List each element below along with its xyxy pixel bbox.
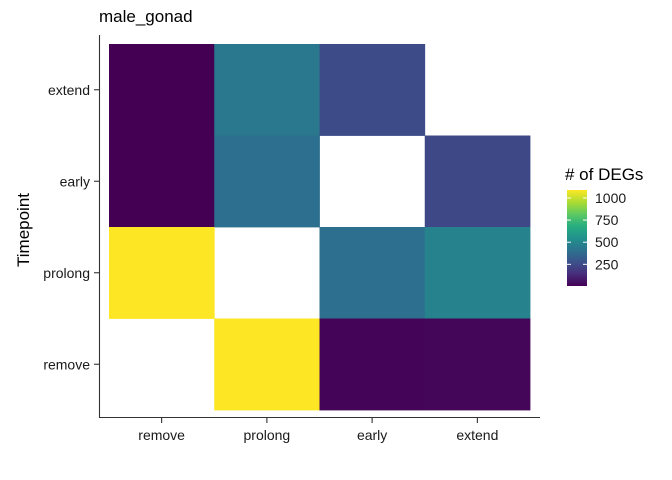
x-tick-label: remove [138,427,185,443]
y-tick-label: early [60,173,90,189]
legend-tick-label: 750 [595,212,619,228]
heatmap-cell-remove-extend [109,44,215,136]
legend-tick-label: 250 [595,256,619,272]
y-tick-label: prolong [43,265,90,281]
heatmap-cell-extend-remove [424,318,531,411]
legend-ticks: 250 500 750 1000 [567,190,626,272]
heatmap-cell-early-remove [319,318,426,411]
heatmap-cell-remove-prolong [109,227,215,319]
heatmap-cell-remove-early [109,135,215,228]
heatmap-cells [109,44,531,411]
chart-title: male_gonad [99,7,193,26]
legend-tick-label: 500 [595,234,619,250]
y-tick-label: extend [48,82,90,98]
legend: # of DEGs 250 500 750 1000 [565,165,643,286]
heatmap-cell-extend-prolong [424,227,531,319]
x-axis-ticks: remove prolong early extend [138,418,498,443]
y-axis-ticks: remove prolong early extend [43,82,99,372]
legend-tick-label: 1000 [595,190,626,206]
heatmap-cell-prolong-extend [214,44,320,136]
axes [98,35,540,419]
heatmap-cell-extend-early [424,135,531,228]
x-tick-label: extend [456,427,498,443]
heatmap-cell-early-extend [319,44,426,136]
heatmap-cell-prolong-early [214,135,320,228]
y-tick-label: remove [43,356,90,372]
legend-colorbar [567,190,587,286]
heatmap-cell-prolong-remove [214,318,320,411]
x-tick-label: early [357,427,387,443]
heatmap-cell-early-prolong [319,227,426,319]
legend-title: # of DEGs [565,165,643,184]
y-axis-title: Timepoint [14,193,33,267]
x-tick-label: prolong [244,427,291,443]
